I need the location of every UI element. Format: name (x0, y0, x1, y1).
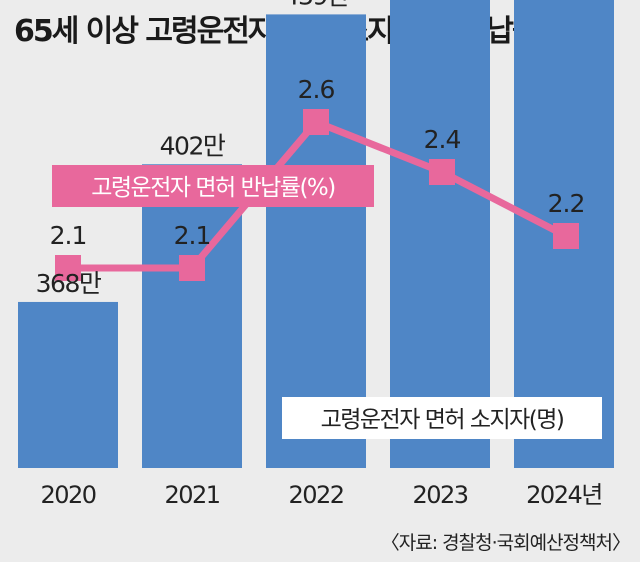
x-tick-label: 2022 (288, 481, 343, 509)
legend-holders-box (282, 397, 602, 439)
legend-return-rate-box (52, 165, 374, 207)
x-tick-label: 2024년 (526, 481, 602, 509)
legend-layer: 고령운전자 면허 반납률(%) 고령운전자 면허 소지자(명) (52, 165, 602, 439)
line-point (553, 223, 579, 249)
line-value-label: 2.2 (548, 189, 585, 218)
bar-2023 (390, 0, 490, 469)
x-tick-label: 2020 (40, 481, 95, 509)
line-value-label: 2.1 (50, 221, 87, 250)
line-point (429, 159, 455, 185)
legend-return-rate-label: 고령운전자 면허 반납률(%) (91, 175, 335, 201)
line-point (179, 255, 205, 281)
bar-2022 (266, 14, 366, 469)
line-value-label: 2.4 (424, 125, 461, 154)
x-tick-label: 2021 (164, 481, 219, 509)
bar-2020 (18, 301, 118, 468)
source-note: 〈자료: 경찰청·국회예산정책처〉 (380, 532, 631, 554)
bar-2021 (142, 164, 242, 468)
line-value-label: 2.1 (174, 221, 211, 250)
line-value-label: 2.6 (298, 75, 335, 104)
legend-holders-label: 고령운전자 면허 소지자(명) (321, 407, 564, 433)
bar-value-label: 402만 (160, 131, 226, 160)
line-point (303, 109, 329, 135)
bar-value-label: 439만 (284, 0, 350, 10)
bar-value-label: 368만 (36, 269, 102, 298)
x-tick-label: 2023 (412, 481, 467, 509)
line-layer (55, 109, 579, 281)
line-point (55, 255, 81, 281)
labels-layer: 368만2020402만2021439만2022475만2023517만2024… (36, 0, 604, 509)
